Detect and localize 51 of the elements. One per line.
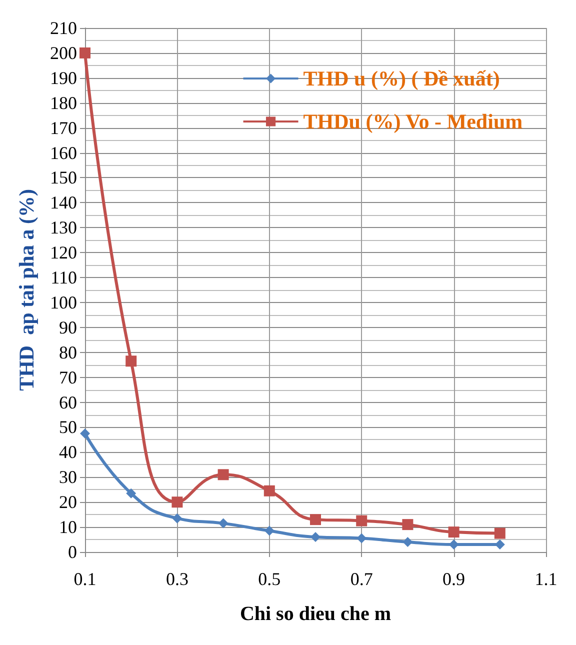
x-tick-label: 0.1 — [74, 569, 96, 589]
y-tick-label: 160 — [50, 142, 77, 163]
legend-label: THDu (%) Vo - Medium — [303, 110, 524, 134]
point — [264, 526, 274, 536]
y-tick-label: 190 — [50, 68, 77, 88]
point — [218, 469, 229, 480]
y-tick-label: 110 — [50, 268, 77, 288]
point — [218, 518, 228, 528]
point — [402, 519, 414, 530]
y-tick-label: 50 — [59, 417, 77, 438]
y-tick-label: 80 — [59, 342, 77, 362]
y-tick-label: 90 — [59, 317, 77, 338]
point — [264, 485, 275, 496]
point — [126, 488, 136, 498]
point — [448, 526, 460, 538]
point — [126, 356, 137, 367]
y-tick-label: 200 — [50, 42, 77, 63]
y-axis-title: THD ap tai pha a (%) — [14, 189, 38, 391]
point — [402, 537, 413, 548]
x-tick-label: 0.5 — [258, 569, 281, 589]
y-tick-label: 30 — [59, 467, 77, 488]
point — [310, 532, 320, 542]
y-tick-label: 20 — [59, 492, 77, 512]
y-tick-label: 100 — [50, 292, 77, 312]
point — [494, 528, 506, 539]
y-tick-label: 120 — [50, 242, 77, 263]
y-tick-label: 60 — [59, 392, 77, 412]
y-tick-label: 40 — [59, 442, 77, 462]
y-tick-label: 70 — [59, 367, 77, 388]
y-tick-label: 170 — [50, 118, 77, 138]
point — [448, 540, 459, 550]
point — [356, 533, 367, 544]
x-axis-title: Chi so dieu che m — [240, 603, 392, 625]
point — [80, 47, 90, 58]
y-tick-label: 0 — [68, 542, 77, 562]
x-tick-label: 1.1 — [534, 569, 558, 589]
y-tick-label: 150 — [50, 168, 77, 188]
y-tick-label: 210 — [50, 18, 77, 38]
point — [172, 496, 183, 508]
point — [310, 514, 321, 526]
y-tick-label: 180 — [50, 92, 77, 113]
point — [80, 428, 90, 438]
point — [356, 515, 368, 526]
point — [172, 513, 182, 524]
y-tick-label: 10 — [59, 517, 77, 538]
x-tick-label: 0.7 — [350, 569, 373, 589]
y-tick-label: 130 — [50, 218, 77, 238]
y-tick-label: 140 — [50, 192, 77, 213]
x-tick-label: 0.3 — [166, 569, 188, 589]
x-tick-label: 0.9 — [442, 569, 466, 589]
legend-label: THD u (%) ( Đề xuất) — [303, 66, 500, 90]
